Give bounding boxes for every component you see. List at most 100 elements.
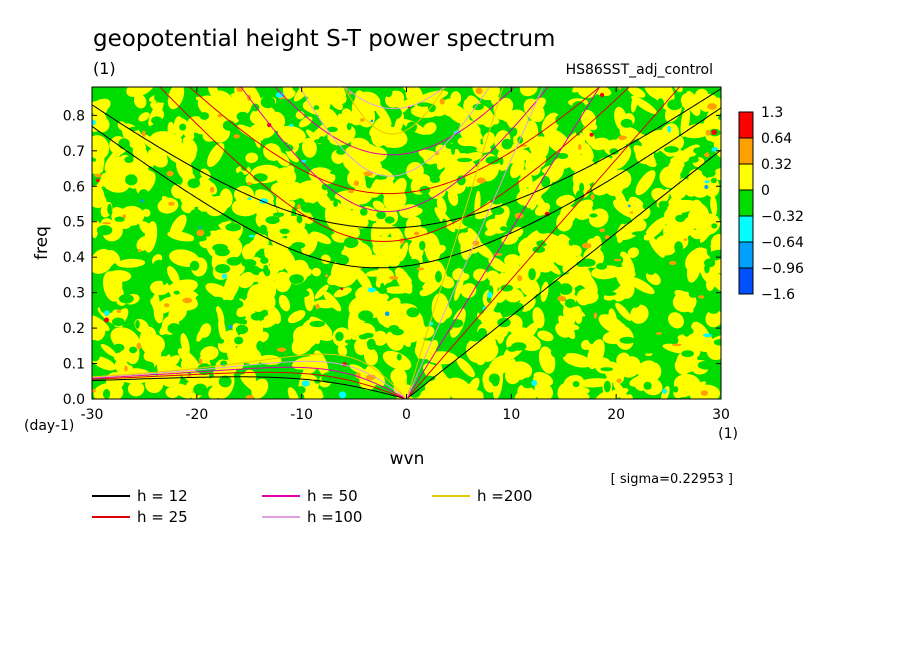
- field-negative-patch: [588, 333, 595, 344]
- field-positive-patch: [591, 165, 615, 187]
- field-negative-patch: [193, 383, 208, 396]
- field-positive-patch: [631, 95, 658, 115]
- field-positive-patch: [582, 126, 597, 148]
- field-positive-patch: [92, 315, 110, 332]
- field-negative-patch: [107, 203, 112, 215]
- field-negative-patch: [706, 244, 712, 256]
- legend-label: h = 25: [137, 508, 188, 526]
- field-negative-patch: [600, 367, 613, 372]
- field-positive-patch: [199, 323, 212, 338]
- field-negative-patch: [115, 90, 121, 102]
- field-negative-patch: [321, 230, 335, 235]
- field-negative-patch: [658, 200, 669, 209]
- field-maximum-spot: [360, 118, 365, 122]
- field-negative-patch: [388, 325, 400, 333]
- field-positive-patch: [375, 270, 392, 288]
- x-axis-unit: (1): [718, 426, 738, 442]
- x-axis: -30 -20 -10 0 10 20 30: [81, 87, 730, 423]
- field-positive-patch: [242, 87, 261, 104]
- y-tick-label: 0.3: [63, 286, 85, 302]
- field-negative-patch: [240, 161, 248, 171]
- field-positive-patch: [557, 233, 577, 261]
- field-positive-patch: [351, 98, 376, 128]
- field-positive-patch: [281, 249, 297, 274]
- dispersion-curve: [406, 87, 504, 399]
- field-negative-patch: [378, 361, 387, 368]
- field-positive-patch: [134, 94, 147, 109]
- field-negative-patch: [250, 312, 263, 321]
- field-maximum-spot: [698, 295, 705, 299]
- field-negative-patch: [241, 259, 257, 268]
- field-positive-patch: [178, 184, 189, 205]
- power-field: [92, 87, 721, 399]
- field-positive-patch: [207, 87, 220, 100]
- field-positive-patch: [244, 234, 267, 256]
- field-maximum-spot: [199, 358, 203, 365]
- field-negative-patch: [199, 112, 210, 120]
- field-negative-patch: [118, 294, 134, 304]
- field-positive-patch: [293, 87, 316, 102]
- field-positive-patch: [445, 103, 470, 125]
- field-negative-patch: [709, 250, 721, 261]
- field-negative-patch: [427, 103, 436, 113]
- field-positive-patch: [333, 89, 347, 104]
- field-positive-patch: [144, 221, 158, 253]
- field-negative-patch: [162, 274, 168, 286]
- field-positive-patch: [222, 96, 253, 111]
- field-deep-minimum-spot: [228, 324, 233, 329]
- field-negative-patch: [378, 287, 388, 294]
- field-negative-patch: [572, 101, 586, 112]
- legend-label: h = 12: [137, 487, 188, 505]
- colorbar-swatch: [738, 163, 754, 191]
- field-positive-patch: [258, 290, 276, 311]
- field-positive-patch: [359, 260, 391, 268]
- field-positive-patch: [669, 184, 688, 200]
- field-positive-patch: [430, 339, 439, 350]
- field-positive-patch: [167, 266, 180, 285]
- field-negative-patch: [124, 156, 134, 164]
- field-negative-patch: [545, 102, 551, 112]
- field-negative-patch: [296, 214, 303, 224]
- field-negative-patch: [389, 107, 402, 120]
- field-negative-patch: [491, 375, 500, 387]
- field-deep-minimum-spot: [199, 226, 202, 229]
- field-positive-patch: [668, 312, 684, 329]
- field-negative-patch: [688, 156, 699, 163]
- field-positive-patch: [92, 135, 110, 160]
- field-maximum-spot: [116, 309, 121, 314]
- field-negative-patch: [609, 148, 619, 155]
- dispersion-curve: [92, 371, 407, 399]
- field-negative-patch: [489, 194, 504, 205]
- field-positive-patch: [176, 156, 193, 181]
- field-positive-patch: [398, 98, 415, 111]
- field-positive-patch: [150, 297, 161, 308]
- field-negative-patch: [335, 331, 344, 342]
- field-negative-patch: [681, 350, 694, 358]
- field-positive-patch: [296, 180, 328, 202]
- y-tick-label: 0.8: [63, 108, 85, 124]
- field-negative-patch: [619, 336, 636, 344]
- field-positive-patch: [574, 204, 593, 220]
- dispersion-curve: [406, 149, 721, 399]
- field-positive-patch: [575, 267, 598, 294]
- field-positive-patch: [436, 196, 447, 215]
- field-positive-patch: [379, 135, 391, 148]
- field-negative-patch: [135, 320, 140, 329]
- field-positive-patch: [615, 302, 632, 321]
- field-positive-patch: [476, 161, 488, 181]
- field-negative-patch: [289, 274, 304, 284]
- field-positive-patch: [673, 157, 684, 175]
- field-negative-patch: [189, 260, 200, 271]
- field-negative-patch: [645, 264, 657, 275]
- field-positive-patch: [92, 192, 107, 208]
- field-maximum-spot: [296, 204, 301, 210]
- colorbar-swatch: [738, 137, 754, 165]
- field-negative-patch: [309, 320, 325, 328]
- field-negative-patch: [557, 153, 569, 159]
- field-negative-patch: [579, 182, 585, 193]
- field-positive-patch: [116, 258, 146, 268]
- field-positive-patch: [207, 142, 225, 167]
- field-positive-patch: [627, 247, 639, 258]
- field-negative-patch: [702, 168, 716, 178]
- field-negative-patch: [276, 337, 289, 348]
